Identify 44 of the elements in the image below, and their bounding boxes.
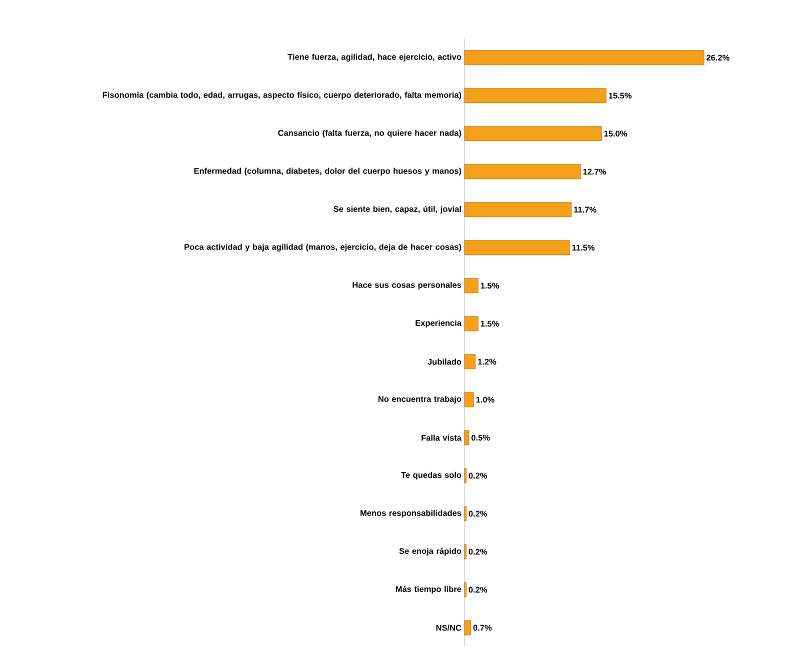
y-tick-label: Jubilado bbox=[428, 358, 462, 365]
y-tick-label: No encuentra trabajo bbox=[378, 396, 462, 404]
y-tick-label: Hace sus cosas personales bbox=[352, 282, 462, 290]
y-tick-label: Experiencia bbox=[416, 320, 462, 328]
bar bbox=[464, 392, 474, 408]
bar bbox=[464, 278, 478, 294]
data-label: 1.0% bbox=[476, 396, 494, 403]
bar bbox=[464, 202, 572, 218]
data-label: 0.2% bbox=[468, 510, 488, 517]
y-tick-label: Se enoja rápido bbox=[399, 548, 462, 556]
y-tick-label: Te quedas solo bbox=[401, 472, 462, 480]
y-tick-label: Poca actividad y baja agilidad (manos, ejercicio, deja de hacer cosas) bbox=[184, 244, 462, 252]
y-tick-label: Falla vista bbox=[422, 434, 462, 441]
data-label: 15.5% bbox=[608, 92, 632, 99]
data-label: 0.5% bbox=[472, 434, 490, 441]
bar bbox=[464, 240, 570, 256]
bar bbox=[464, 620, 472, 636]
bar bbox=[464, 126, 602, 142]
bar bbox=[464, 50, 704, 66]
data-label: 0.2% bbox=[468, 472, 488, 479]
data-label: 1.5% bbox=[480, 282, 499, 289]
y-tick-label: Más tiempo libre bbox=[396, 586, 462, 594]
bar bbox=[464, 164, 581, 180]
data-label: 0.2% bbox=[468, 548, 488, 555]
y-tick-label: Enfermedad (columna, diabetes, dolor del cuerpo huesos y manos) bbox=[194, 168, 462, 176]
data-label: 26.2% bbox=[706, 54, 730, 61]
data-label: 1.2% bbox=[478, 358, 496, 365]
bar bbox=[464, 316, 478, 332]
y-tick-label: NS/NC bbox=[436, 624, 462, 631]
data-label: 0.2% bbox=[468, 586, 488, 593]
bar bbox=[464, 354, 476, 370]
y-tick-label: Tiene fuerza, agilidad, hace ejercicio, activo bbox=[288, 54, 462, 62]
y-tick-label: Se siente bien, capaz, útil, jovial bbox=[334, 206, 461, 214]
data-label: 11.7% bbox=[574, 206, 596, 213]
data-label: 11.5% bbox=[572, 244, 595, 251]
bar bbox=[464, 88, 606, 104]
data-label: 0.7% bbox=[473, 624, 492, 631]
y-tick-label: Cansancio (falta fuerza, no quiere hacer nada) bbox=[278, 130, 462, 138]
data-label: 12.7% bbox=[583, 168, 606, 175]
data-label: 1.5% bbox=[480, 320, 499, 327]
bar bbox=[464, 430, 470, 446]
data-label: 15.0% bbox=[604, 130, 628, 137]
y-tick-label: Menos responsabilidades bbox=[360, 510, 462, 518]
y-tick-label: Fisonomía (cambia todo, edad, arrugas, aspecto físico, cuerpo deteriorado, falta memoria) bbox=[102, 92, 462, 100]
